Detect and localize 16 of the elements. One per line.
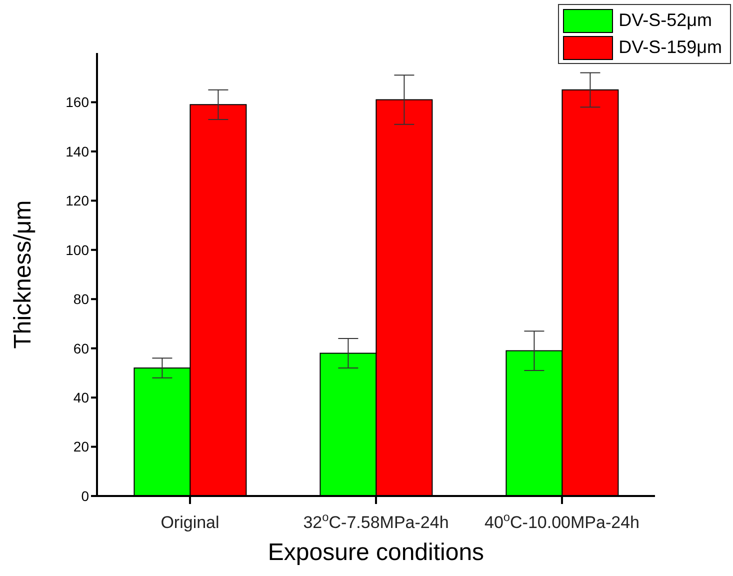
y-tick-label: 0	[81, 488, 90, 504]
legend-label: DV-S-159μm	[618, 37, 722, 58]
y-tick-label: 20	[73, 438, 90, 455]
legend-label: DV-S-52μm	[618, 10, 712, 31]
y-tick-label: 60	[73, 340, 90, 356]
y-tick-label: 140	[66, 143, 90, 160]
x-axis-title: Exposure conditions	[268, 539, 484, 566]
x-tick-label: 40$^{o}$C-10.00MPa-24h	[484, 510, 640, 532]
y-tick-label: 40	[73, 390, 90, 406]
x-tick-label: Original	[160, 513, 220, 532]
y-tick-label: 120	[66, 192, 90, 209]
y-tick-label: 160	[66, 94, 90, 110]
y-tick-label: 80	[73, 291, 90, 308]
y-tick-label: 100	[66, 242, 90, 258]
y-axis-title: Thickness/μm	[10, 200, 37, 349]
x-tick-label: 32$^{o}$C-7.58MPa-24h	[303, 510, 449, 532]
